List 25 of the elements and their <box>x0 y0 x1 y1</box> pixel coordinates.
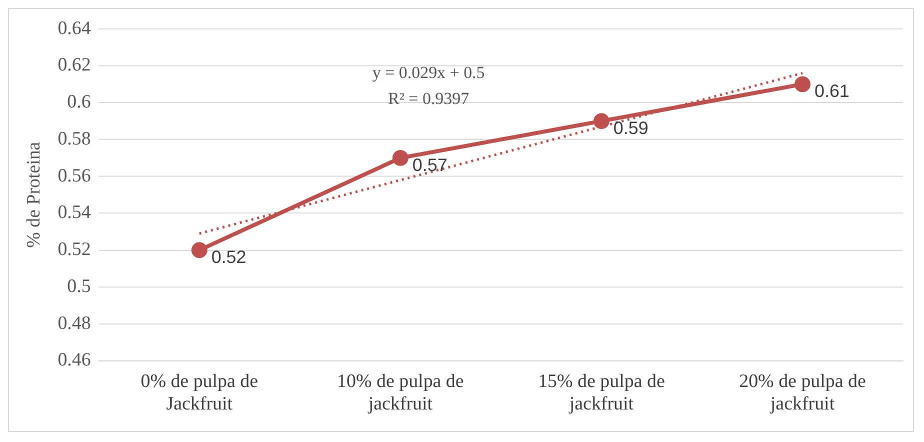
point <box>191 242 208 258</box>
y-axis-title: % de Proteina <box>23 141 44 248</box>
y-tick-label: 0.62 <box>58 54 91 76</box>
y-tick-label: 0.54 <box>58 202 92 224</box>
y-tick-label: 0.5 <box>67 276 91 297</box>
x-tick-label: 20% de pulpa de jackfruit <box>739 371 866 415</box>
point <box>794 76 810 92</box>
y-tick-label: 0.48 <box>58 312 91 334</box>
y-tick-label: 0.64 <box>58 18 92 39</box>
annotation: y = 0.029x + 0.5 <box>372 63 485 82</box>
x-tick-label: 0% de pulpa de Jackfruit <box>140 371 258 415</box>
data-label: 0.57 <box>412 154 448 175</box>
annotation: R² = 0.9397 <box>388 89 470 108</box>
data-label: 0.59 <box>613 118 648 138</box>
data-label: 0.61 <box>814 81 850 102</box>
y-tick-label: 0.52 <box>58 239 91 260</box>
x-tick-label: 15% de pulpa de jackfruit <box>538 371 665 415</box>
data-label: 0.52 <box>211 247 246 268</box>
y-tick-label: 0.6 <box>67 92 91 113</box>
x-tick-label: 10% de pulpa de jackfruit <box>337 371 464 415</box>
y-tick-label: 0.58 <box>58 128 91 150</box>
y-tick-label: 0.46 <box>58 350 91 371</box>
point <box>392 150 408 166</box>
point <box>593 113 610 130</box>
y-tick-label: 0.56 <box>58 165 91 186</box>
